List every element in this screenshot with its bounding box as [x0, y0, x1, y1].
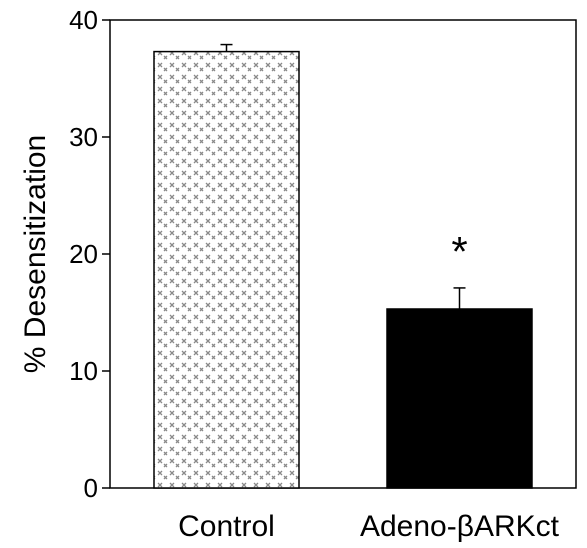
- significance-asterisk: *: [451, 228, 467, 275]
- y-tick-label: 40: [69, 5, 98, 35]
- bar-control: [153, 50, 300, 489]
- x-category-label: Adeno-βARKct: [360, 510, 560, 543]
- error-bars: [220, 43, 466, 309]
- y-tick-label: 30: [69, 122, 98, 152]
- y-axis-title: % Desensitization: [19, 135, 52, 373]
- bar-adeno-barkct: [386, 308, 533, 489]
- y-tick-label: 10: [69, 356, 98, 386]
- bars: [153, 50, 533, 489]
- y-tick-label: 0: [84, 473, 98, 503]
- y-axis-ticks: 0 10 20 30 40: [69, 5, 110, 503]
- x-category-label: Control: [178, 510, 275, 543]
- x-axis-category-labels: Control Adeno-βARKct: [178, 510, 560, 543]
- annotations: *: [451, 228, 467, 275]
- y-tick-label: 20: [69, 239, 98, 269]
